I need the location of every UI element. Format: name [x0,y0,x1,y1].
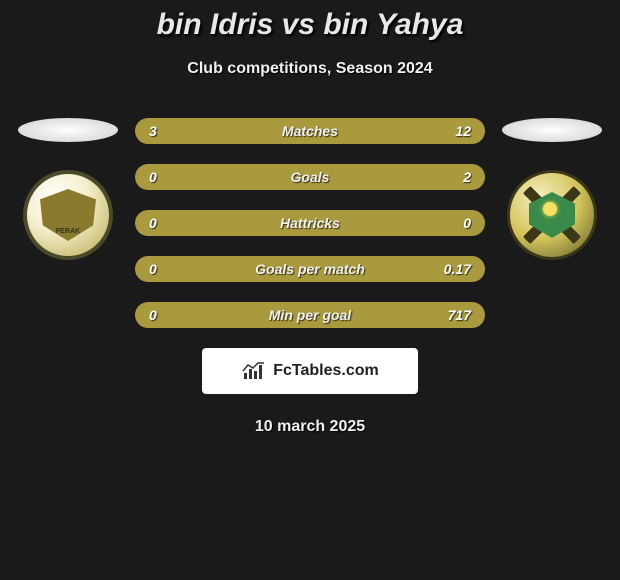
stat-bar-left [135,256,149,282]
stat-row: 0 Goals 2 [135,164,485,190]
stat-label: Goals [291,169,330,185]
player-photo-right [502,118,602,142]
stat-bar-left [135,302,149,328]
brand-text: FcTables.com [273,362,379,380]
stat-value-right: 0 [463,215,471,231]
stats-column: 3 Matches 12 0 Goals 2 0 Hattricks 0 0 Goals per m… [135,118,485,328]
left-side: PERAK [13,118,123,260]
stat-row: 0 Hattricks 0 [135,210,485,236]
chart-icon [241,361,267,381]
stat-value-left: 3 [149,123,157,139]
stat-label: Matches [282,123,338,139]
player-photo-left [18,118,118,142]
footer-date: 10 march 2025 [0,418,620,436]
club-badge-right-inner [529,192,575,238]
club-badge-left-label: PERAK [40,189,96,241]
stat-value-left: 0 [149,307,157,323]
brand-box[interactable]: FcTables.com [202,348,418,394]
stat-label: Goals per match [255,261,365,277]
stat-row: 3 Matches 12 [135,118,485,144]
comparison-card: bin Idris vs bin Yahya Club competitions… [0,0,620,436]
stat-value-right: 12 [455,123,471,139]
stat-label: Min per goal [269,307,351,323]
right-side [497,118,607,260]
page-title: bin Idris vs bin Yahya [0,8,620,42]
stat-value-right: 0.17 [444,261,471,277]
stat-bar-left [135,118,205,144]
club-badge-left: PERAK [23,170,113,260]
stat-value-right: 2 [463,169,471,185]
stat-bar-left [135,164,149,190]
stat-value-left: 0 [149,261,157,277]
main-row: PERAK 3 Matches 12 0 Goals 2 0 Hattricks 0 0 Goals… [0,118,620,328]
stat-bar-right [205,118,485,144]
subtitle: Club competitions, Season 2024 [0,60,620,78]
stat-value-left: 0 [149,169,157,185]
stat-value-left: 0 [149,215,157,231]
stat-row: 0 Min per goal 717 [135,302,485,328]
stat-label: Hattricks [280,215,340,231]
club-badge-right [507,170,597,260]
stat-row: 0 Goals per match 0.17 [135,256,485,282]
stat-value-right: 717 [448,307,471,323]
